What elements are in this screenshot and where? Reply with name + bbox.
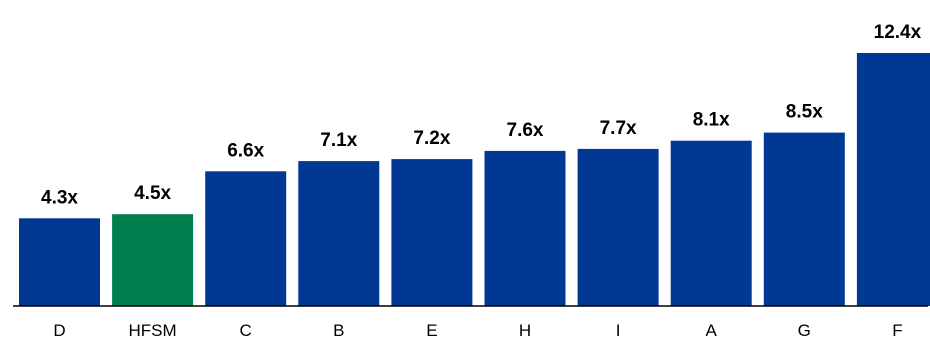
value-label-f: 12.4x <box>874 22 922 43</box>
bar-d <box>19 218 100 306</box>
bar-g <box>763 132 845 306</box>
bars-group <box>19 53 930 306</box>
x-tick-label-b: B <box>333 321 344 337</box>
x-tick-label-c: C <box>240 321 252 337</box>
x-tick-label-g: G <box>798 321 811 337</box>
value-labels-group: 4.3x 4.5x 6.6x 7.1x 7.2x 7.6x 7.7x 8.1x 8.5x 12.4… <box>41 22 922 208</box>
bar-a <box>670 140 752 306</box>
bar-c <box>205 171 287 306</box>
bar-hfsm <box>112 214 194 306</box>
x-tick-label-e: E <box>426 321 437 337</box>
x-tick-label-a: A <box>706 321 718 337</box>
value-label-hfsm: 4.5x <box>134 183 171 204</box>
value-label-d: 4.3x <box>41 187 78 208</box>
value-label-g: 8.5x <box>786 102 823 123</box>
x-tick-label-i: I <box>616 321 621 337</box>
bar-i <box>577 148 659 306</box>
bar-e <box>391 159 473 306</box>
bar-f <box>856 53 930 306</box>
x-tick-label-f: F <box>892 321 902 337</box>
value-label-h: 7.6x <box>507 120 544 141</box>
x-tick-label-hfsm: HFSM <box>129 321 177 337</box>
bar-b <box>298 161 380 306</box>
value-label-i: 7.7x <box>600 118 637 139</box>
x-tick-label-d: D <box>53 321 65 337</box>
bar-h <box>484 150 566 306</box>
value-label-e: 7.2x <box>413 128 450 149</box>
value-label-c: 6.6x <box>227 140 264 161</box>
x-tick-labels-group: D HFSM C B E H I A G F <box>53 321 902 337</box>
x-tick-label-h: H <box>519 321 531 337</box>
value-label-a: 8.1x <box>693 110 730 131</box>
value-label-b: 7.1x <box>320 130 357 151</box>
